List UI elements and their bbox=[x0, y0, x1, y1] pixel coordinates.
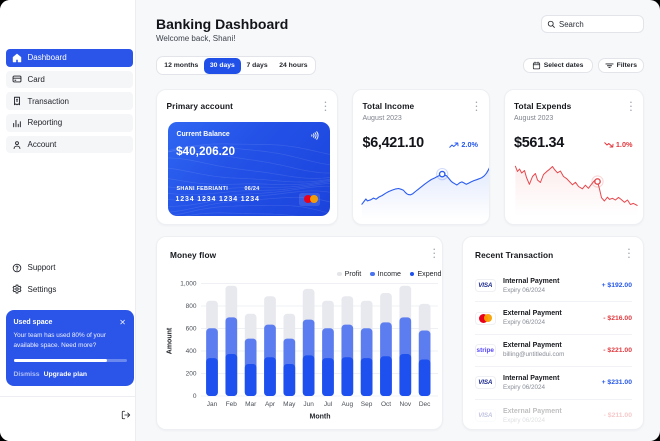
svg-text:Feb: Feb bbox=[226, 401, 238, 408]
svg-text:Apr: Apr bbox=[265, 401, 276, 408]
svg-text:200: 200 bbox=[186, 371, 197, 378]
svg-text:1,000: 1,000 bbox=[180, 281, 197, 288]
svg-text:600: 600 bbox=[186, 326, 197, 333]
svg-text:Sep: Sep bbox=[361, 401, 373, 408]
svg-text:Nov: Nov bbox=[400, 401, 412, 408]
svg-text:800: 800 bbox=[186, 303, 197, 310]
svg-text:Oct: Oct bbox=[381, 401, 391, 408]
svg-text:400: 400 bbox=[186, 348, 197, 355]
svg-text:Jul: Jul bbox=[324, 401, 333, 408]
svg-text:Jan: Jan bbox=[207, 401, 218, 408]
svg-text:Amount: Amount bbox=[167, 327, 174, 354]
svg-text:Dec: Dec bbox=[419, 401, 431, 408]
svg-text:Mar: Mar bbox=[245, 401, 257, 408]
svg-text:May: May bbox=[283, 401, 296, 408]
svg-text:Aug: Aug bbox=[342, 401, 354, 408]
svg-text:Month: Month bbox=[310, 414, 331, 421]
svg-text:0: 0 bbox=[193, 393, 197, 400]
svg-text:Jun: Jun bbox=[303, 401, 314, 408]
